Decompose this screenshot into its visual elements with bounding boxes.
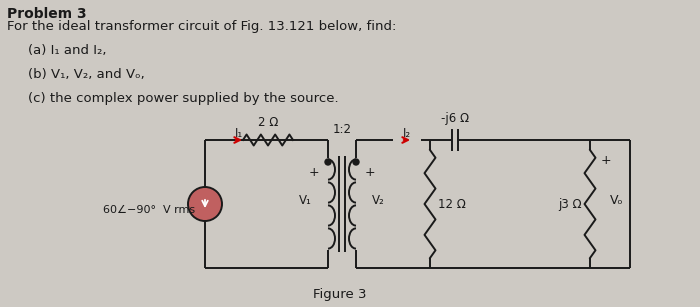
Text: (c) the complex power supplied by the source.: (c) the complex power supplied by the so… (28, 92, 339, 105)
Text: +: + (309, 166, 319, 179)
Circle shape (353, 159, 359, 165)
Text: (b) V₁, V₂, and Vₒ,: (b) V₁, V₂, and Vₒ, (28, 68, 145, 81)
Text: For the ideal transformer circuit of Fig. 13.121 below, find:: For the ideal transformer circuit of Fig… (7, 20, 396, 33)
Text: Figure 3: Figure 3 (314, 288, 367, 301)
Text: I₂: I₂ (403, 127, 411, 140)
Text: (a) I₁ and I₂,: (a) I₁ and I₂, (28, 44, 106, 57)
Text: Vₒ: Vₒ (610, 193, 624, 207)
Text: j3 Ω: j3 Ω (559, 197, 582, 211)
Text: I₁: I₁ (235, 127, 243, 140)
Text: 12 Ω: 12 Ω (438, 197, 466, 211)
Circle shape (188, 187, 222, 221)
Text: +: + (365, 166, 375, 179)
Text: -j6 Ω: -j6 Ω (441, 112, 469, 125)
Text: V₂: V₂ (372, 193, 385, 207)
Circle shape (325, 159, 331, 165)
Text: 1:2: 1:2 (332, 123, 351, 136)
Text: Problem 3: Problem 3 (7, 7, 87, 21)
Text: V₁: V₁ (299, 193, 312, 207)
Text: 2 Ω: 2 Ω (258, 116, 278, 129)
Text: +: + (601, 154, 611, 167)
Text: 60∠−90°  V rms: 60∠−90° V rms (103, 205, 195, 215)
